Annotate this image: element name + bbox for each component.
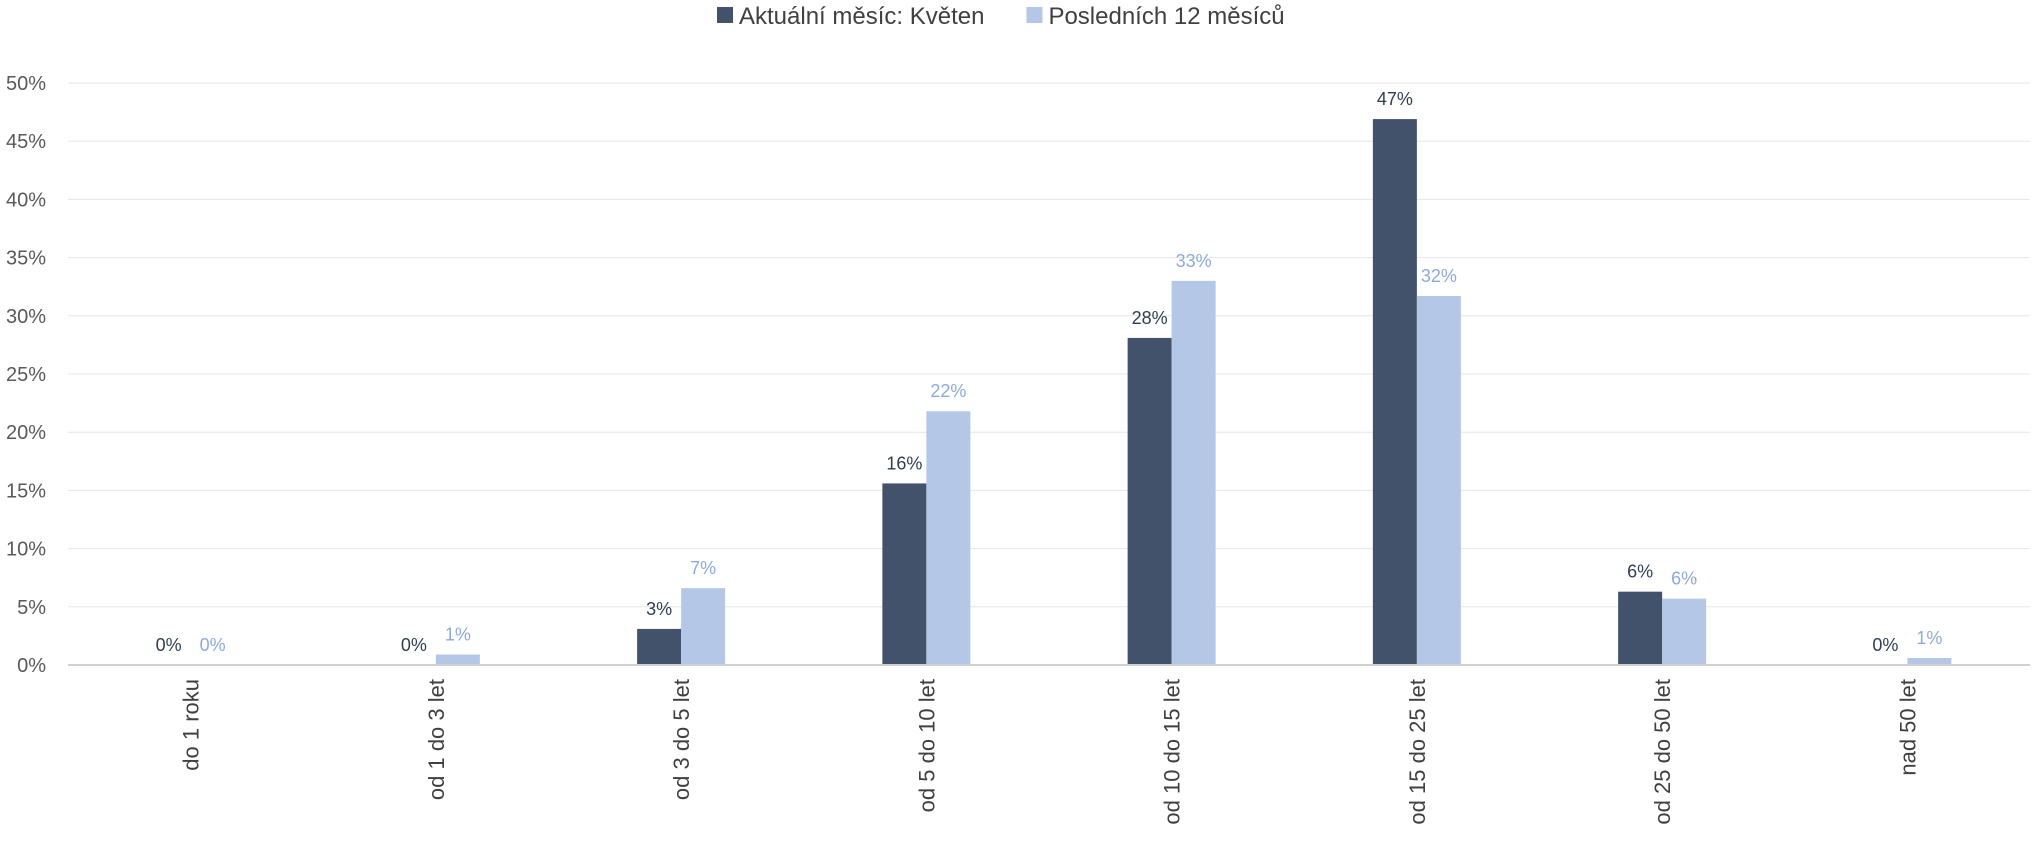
bar-last-12-months bbox=[1416, 296, 1461, 665]
bar-last-12-months bbox=[1171, 280, 1216, 665]
y-axis: 0% 5% 10% 15% 20% 25% 30% 35% 40% 45% 50% bbox=[6, 73, 46, 677]
data-label: 0% bbox=[1872, 635, 1898, 655]
bar-last-12-months bbox=[1907, 658, 1952, 665]
bar-current-month bbox=[882, 483, 927, 665]
data-label: 3% bbox=[646, 599, 672, 619]
data-labels: 0% 0% 0% 1% 3% 7% 16% 22% 28% 33% 47% 32% 6% 6% 0% 1% bbox=[156, 89, 1943, 655]
category-label: od 10 do 15 let bbox=[1160, 679, 1185, 825]
category-label: od 1 do 3 let bbox=[424, 679, 449, 800]
data-label: 28% bbox=[1132, 308, 1168, 328]
bar-current-month bbox=[637, 628, 682, 665]
bar-last-12-months bbox=[435, 654, 480, 665]
data-label: 7% bbox=[690, 558, 716, 578]
data-label: 33% bbox=[1176, 251, 1212, 271]
data-label: 1% bbox=[1916, 628, 1942, 648]
bar-last-12-months bbox=[681, 588, 726, 665]
y-tick-label: 30% bbox=[6, 306, 46, 328]
data-label: 6% bbox=[1627, 562, 1653, 582]
bar-current-month bbox=[1127, 337, 1172, 665]
y-tick-label: 45% bbox=[6, 131, 46, 153]
bars bbox=[435, 119, 1952, 666]
y-tick-label: 50% bbox=[6, 73, 46, 95]
bar-current-month bbox=[1372, 119, 1417, 666]
data-label: 0% bbox=[401, 635, 427, 655]
data-label: 16% bbox=[886, 453, 922, 473]
data-label: 0% bbox=[156, 635, 182, 655]
bar-last-12-months bbox=[926, 411, 971, 665]
data-label: 6% bbox=[1671, 569, 1697, 589]
legend-swatch bbox=[1026, 7, 1043, 23]
legend-label: Posledních 12 měsíců bbox=[1048, 3, 1284, 30]
category-label: od 5 do 10 let bbox=[914, 679, 939, 812]
category-label: od 25 do 50 let bbox=[1650, 679, 1675, 825]
legend-label: Aktuální měsíc: Květen bbox=[739, 3, 984, 30]
y-tick-label: 25% bbox=[6, 364, 46, 386]
category-label: od 15 do 25 let bbox=[1405, 679, 1430, 825]
data-label: 22% bbox=[930, 381, 966, 401]
y-tick-label: 35% bbox=[6, 248, 46, 270]
y-tick-label: 0% bbox=[17, 655, 46, 677]
data-label: 47% bbox=[1377, 89, 1413, 109]
bar-last-12-months bbox=[1662, 598, 1707, 665]
category-label: nad 50 let bbox=[1895, 679, 1920, 776]
bar-current-month bbox=[1618, 591, 1663, 665]
gridlines bbox=[68, 82, 2030, 608]
y-tick-label: 10% bbox=[6, 539, 46, 561]
category-label: od 3 do 5 let bbox=[669, 679, 694, 800]
y-tick-label: 20% bbox=[6, 422, 46, 444]
legend: Aktuální měsíc: Květen Posledních 12 měsí… bbox=[717, 3, 1285, 30]
x-axis: do 1 roku od 1 do 3 let od 3 do 5 let od 5 … bbox=[68, 664, 2030, 825]
y-tick-label: 40% bbox=[6, 189, 46, 211]
data-label: 1% bbox=[445, 625, 471, 645]
data-label: 0% bbox=[200, 635, 226, 655]
category-label: do 1 roku bbox=[179, 679, 204, 771]
legend-swatch bbox=[717, 7, 733, 23]
y-tick-label: 5% bbox=[17, 597, 46, 619]
data-label: 32% bbox=[1421, 266, 1457, 286]
y-tick-label: 15% bbox=[6, 480, 46, 502]
